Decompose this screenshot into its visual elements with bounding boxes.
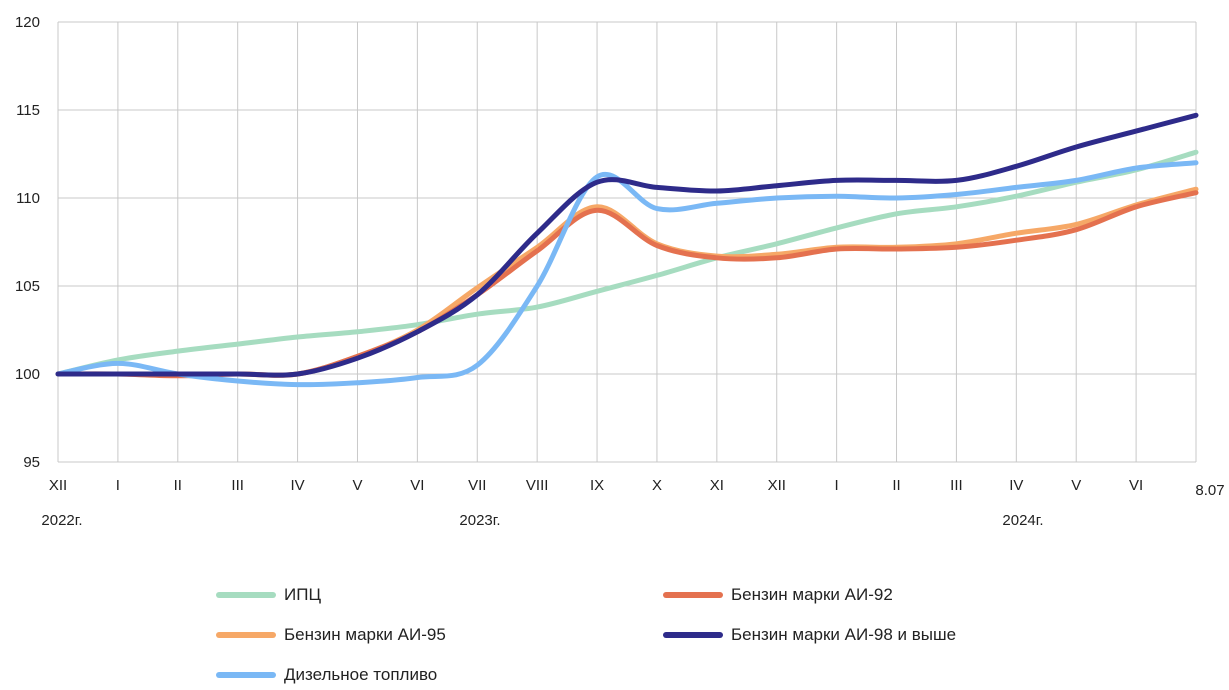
x-tick-label-7: VII [468,477,486,494]
series-lines [55,112,1199,388]
x-tick-label-18: VI [1129,477,1143,494]
x-tick-label-6: VI [410,477,424,494]
x-tick-label-13: I [835,477,839,494]
x-tick-label-4: IV [290,477,304,494]
y-tick-label-4: 115 [16,102,40,119]
year-label-0: 2022г. [41,512,82,529]
series-line-ai98 [55,112,1199,378]
x-tick-label-0: XII [49,477,67,494]
year-label-2: 2024г. [1002,512,1043,529]
x-tick-label-12: XII [768,477,786,494]
x-tick-label-3: III [231,477,244,494]
x-tick-label-2: II [174,477,182,494]
x-tick-label-15: III [950,477,963,494]
x-tick-label-9: IX [590,477,604,494]
year-label-1: 2023г. [459,512,500,529]
x-tick-label-8: VIII [526,477,549,494]
x-tick-label-14: II [892,477,900,494]
x-axis-ticks: XII I II III IV V VI VII VIII IX X XI XII I II III IV V VI… [49,477,1225,499]
y-tick-label-3: 110 [16,190,40,207]
x-tick-label-16: IV [1009,477,1023,494]
series-line-diesel [55,160,1199,388]
grid [57,21,1197,463]
x-tick-label-17: V [1071,477,1081,494]
year-labels: 2022г. 2023г. 2024г. [41,512,1043,529]
y-tick-label-5: 120 [15,14,40,31]
x-tick-label-1: I [116,477,120,494]
y-tick-label-0: 95 [23,454,40,471]
y-tick-label-1: 100 [15,366,40,383]
y-tick-label-2: 105 [15,278,40,295]
series-line-cpi [55,149,1199,377]
x-tick-label-11: XI [710,477,724,494]
x-tick-label-19: 8.07 [1195,482,1224,499]
x-tick-label-5: V [352,477,362,494]
y-axis-ticks: 95 100 105 110 115 120 [15,14,40,471]
x-tick-label-10: X [652,477,662,494]
